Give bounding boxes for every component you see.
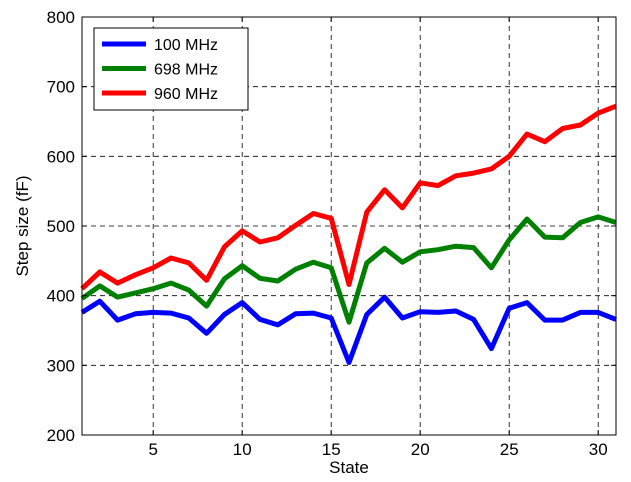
legend: 100 MHz 698 MHz 960 MHz — [93, 27, 249, 111]
series-lines — [80, 103, 617, 365]
x-tick-label: 25 — [500, 440, 519, 459]
y-tick-label: 700 — [47, 78, 75, 97]
y-tick-label: 600 — [47, 147, 75, 166]
y-tick-label: 400 — [47, 287, 75, 306]
x-tick-label: 30 — [589, 440, 608, 459]
y-tick-label: 200 — [47, 426, 75, 445]
y-tick-label: 800 — [47, 8, 75, 27]
series-line-698-mhz — [80, 214, 617, 325]
series-line-100-mhz — [80, 294, 617, 365]
y-tick-label: 300 — [47, 356, 75, 375]
x-tick-label: 5 — [148, 440, 157, 459]
legend-label: 100 MHz — [154, 37, 218, 54]
x-tick-label: 20 — [411, 440, 430, 459]
y-tick-label: 500 — [47, 217, 75, 236]
legend-label: 698 MHz — [154, 62, 218, 79]
x-tick-label: 10 — [233, 440, 252, 459]
legend-label: 960 MHz — [154, 86, 218, 103]
series-line-960-mhz — [80, 103, 617, 291]
axis-ticks: 5 10 15 20 25 30 200 300 400 500 600 700 800 — [47, 8, 616, 459]
x-axis-label: State — [329, 458, 369, 477]
y-axis-label: Step size (fF) — [13, 175, 32, 276]
x-tick-label: 15 — [322, 440, 341, 459]
